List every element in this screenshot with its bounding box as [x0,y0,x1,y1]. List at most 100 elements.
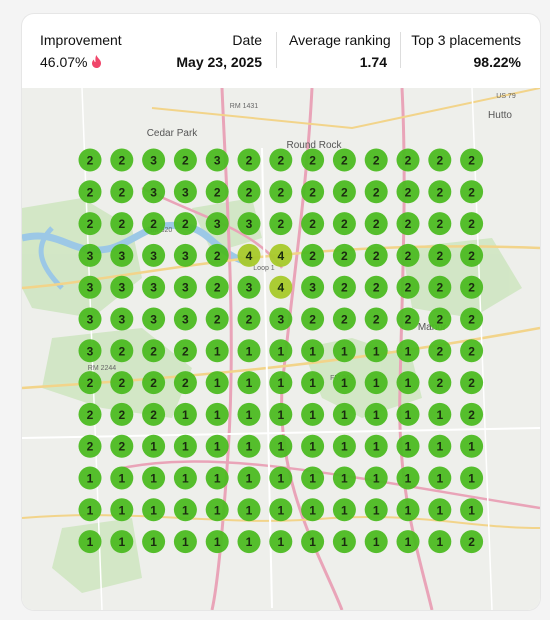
rank-marker: 1 [460,434,484,458]
rank-circle [173,212,197,236]
rank-circle [460,180,484,204]
rank-marker: 3 [142,180,166,204]
rank-circle [110,530,134,554]
rank-circle [237,466,261,490]
rank-circle [428,307,452,331]
rank-marker: 2 [237,307,261,331]
stat-date: Date May 23, 2025 [176,32,262,70]
rank-circle [205,307,229,331]
rank-circle [205,212,229,236]
rank-value: 1 [373,376,380,390]
rank-value: 2 [214,281,221,295]
rank-circle [142,530,166,554]
rank-value: 2 [468,408,475,422]
rank-marker: 2 [110,212,134,236]
rank-circle [110,498,134,522]
rank-marker: 2 [396,275,420,299]
rank-value: 1 [277,535,284,549]
rank-marker: 2 [396,148,420,172]
rank-value: 2 [309,217,316,231]
rank-circle [301,212,325,236]
rank-marker: 1 [237,530,261,554]
rank-circle [173,371,197,395]
rank-value: 1 [405,503,412,517]
rank-marker: 1 [364,371,388,395]
rank-value: 1 [405,344,412,358]
rank-circle [460,498,484,522]
rank-circle [110,212,134,236]
stat-value: 1.74 [359,54,387,70]
rank-value: 2 [277,217,284,231]
rank-marker: 1 [269,530,293,554]
stat-value: May 23, 2025 [176,54,262,70]
rank-value: 2 [87,154,94,168]
rank-value: 2 [341,185,348,199]
rank-circle [142,371,166,395]
rank-circle [301,275,325,299]
rank-circle [173,148,197,172]
rank-circle [460,307,484,331]
rank-circle [78,371,102,395]
rank-value: 3 [309,281,316,295]
rank-value: 2 [436,217,443,231]
rank-circle [364,498,388,522]
rank-value: 1 [214,535,221,549]
stat-average: Average ranking 1.74 [289,32,391,70]
rank-value: 2 [341,281,348,295]
rank-marker: 3 [110,275,134,299]
rank-value: 2 [246,185,253,199]
rank-marker: 2 [364,243,388,267]
rank-value: 2 [468,249,475,263]
rank-value: 2 [150,344,157,358]
rank-circle [396,148,420,172]
rank-value: 2 [341,217,348,231]
place-label: Round Rock [286,140,342,151]
rank-marker: 1 [396,498,420,522]
rank-value: 2 [436,154,443,168]
rank-marker: 2 [460,371,484,395]
rank-circle [110,402,134,426]
rank-value: 1 [150,535,157,549]
rank-value: 2 [246,154,253,168]
rank-circle [78,530,102,554]
rank-circle [78,402,102,426]
rank-marker: 2 [460,180,484,204]
rank-value: 1 [246,344,253,358]
rank-circle [78,243,102,267]
rank-circle [142,180,166,204]
rank-circle [396,530,420,554]
rank-marker: 2 [78,148,102,172]
rank-value: 1 [373,472,380,486]
rank-value: 1 [87,535,94,549]
rank-marker: 1 [396,339,420,363]
rank-value: 2 [468,313,475,327]
rank-circle [301,180,325,204]
rank-marker: 2 [460,212,484,236]
rank-marker: 4 [269,275,293,299]
rank-value: 3 [246,281,253,295]
rank-circle [364,212,388,236]
rank-marker: 1 [205,371,229,395]
rank-marker: 1 [396,402,420,426]
rank-circle [332,466,356,490]
rank-value: 2 [214,185,221,199]
rank-value: 2 [341,154,348,168]
rank-marker: 1 [173,498,197,522]
rank-value: 1 [246,472,253,486]
rank-circle [301,148,325,172]
rank-value: 3 [150,185,157,199]
rank-marker: 2 [110,434,134,458]
lake [38,226,64,290]
rank-circle [173,275,197,299]
rank-value: 2 [373,217,380,231]
rank-marker: 1 [301,530,325,554]
rank-circle [78,148,102,172]
rank-circle [78,307,102,331]
rank-value: 2 [373,154,380,168]
rank-circle [332,243,356,267]
rank-circle [428,148,452,172]
rank-value: 1 [309,472,316,486]
rank-marker: 1 [142,466,166,490]
rank-value: 1 [341,344,348,358]
rank-circle [332,530,356,554]
